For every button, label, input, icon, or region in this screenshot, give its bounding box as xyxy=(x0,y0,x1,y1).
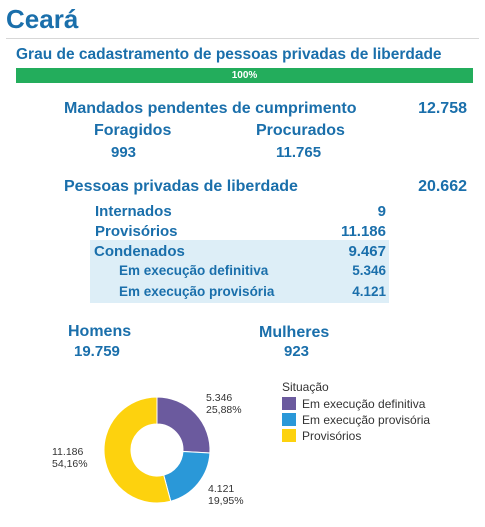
prisoners-total: 20.662 xyxy=(418,178,467,195)
legend-label-definitive: Em execução definitiva xyxy=(302,397,426,411)
legend-swatch-definitive xyxy=(282,397,296,410)
legend-label-provisional-exec: Em execução provisória xyxy=(302,413,431,427)
title-divider xyxy=(6,38,479,39)
convicted-box xyxy=(90,240,389,303)
page-title: Ceará xyxy=(6,4,79,34)
registration-progress-bar: 100% xyxy=(16,68,473,83)
women-label: Mulheres xyxy=(259,324,330,341)
legend-swatch-provisional xyxy=(282,429,296,442)
wanted-label: Procurados xyxy=(256,122,345,139)
fugitives-label: Foragidos xyxy=(94,122,172,139)
slice-value-label-provisional-exec: 4.121 xyxy=(208,483,234,495)
fugitives-value: 993 xyxy=(111,144,137,161)
legend-label-provisional: Provisórios xyxy=(302,429,362,443)
interned-value: 9 xyxy=(377,203,386,220)
legend-item-provisional: Provisórios xyxy=(282,429,361,443)
slice-percent-label-definitive: 25,88% xyxy=(206,404,242,416)
warrants-total: 12.758 xyxy=(418,100,467,117)
definitive-value: 5.346 xyxy=(352,263,386,278)
warrants-label: Mandados pendentes de cumprimento xyxy=(64,100,357,117)
registration-label: Grau de cadastramento de pessoas privada… xyxy=(16,46,442,63)
slice-value-label-definitive: 5.346 xyxy=(206,392,232,404)
registration-progress-text: 100% xyxy=(231,70,258,81)
men-value: 19.759 xyxy=(74,343,120,360)
legend-item-definitive: Em execução definitiva xyxy=(282,397,425,411)
provisional-exec-value: 4.121 xyxy=(352,284,386,299)
wanted-value: 11.765 xyxy=(276,144,322,161)
slice-definitive xyxy=(156,396,211,454)
men-label: Homens xyxy=(68,323,132,340)
convicted-value: 9.467 xyxy=(348,243,386,260)
provisional-value: 11.186 xyxy=(340,223,386,240)
provisional-label: Provisórios xyxy=(95,223,178,240)
prisoners-label: Pessoas privadas de liberdade xyxy=(64,178,298,195)
legend-swatch-provisional-exec xyxy=(282,413,296,426)
definitive-label: Em execução definitiva xyxy=(119,263,269,278)
slice-percent-label-provisional: 54,16% xyxy=(52,458,88,470)
registration-progress-fill xyxy=(16,68,473,83)
provisional-exec-label: Em execução provisória xyxy=(119,284,275,299)
legend-title: Situação xyxy=(282,380,329,394)
slice-provisional-exec xyxy=(163,450,211,502)
interned-label: Internados xyxy=(95,203,172,220)
legend-item-provisional-exec: Em execução provisória xyxy=(282,413,430,427)
convicted-label: Condenados xyxy=(94,243,185,260)
slice-value-label-provisional: 11.186 xyxy=(52,446,83,458)
slice-provisional xyxy=(103,396,172,504)
women-value: 923 xyxy=(284,343,310,360)
slice-percent-label-provisional-exec: 19,95% xyxy=(208,495,244,507)
